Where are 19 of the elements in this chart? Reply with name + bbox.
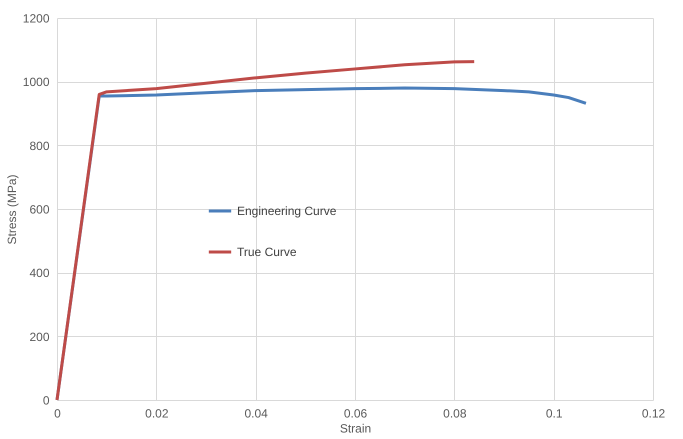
y-tick-label: 800 <box>29 138 50 153</box>
y-tick-label: 1000 <box>22 75 50 90</box>
y-tick-label: 0 <box>42 394 50 408</box>
x-tick-label: 0.1 <box>546 406 563 420</box>
x-tick-label: 0.06 <box>344 406 368 420</box>
y-tick-label: 400 <box>29 266 50 280</box>
x-axis-title: Strain <box>340 422 372 436</box>
line-series <box>56 60 476 402</box>
y-tick-label: 200 <box>29 330 50 344</box>
x-tick-label: 0.12 <box>642 406 666 420</box>
y-tick-label: 600 <box>29 202 50 216</box>
x-tick-label: 0.08 <box>443 406 467 420</box>
y-axis-title: Stress (MPa) <box>4 174 19 245</box>
x-tick-label: 0 <box>54 406 62 420</box>
x-tick-label: 0.02 <box>145 406 169 420</box>
legend-label: True Curve <box>237 245 297 259</box>
y-tick-label: 1200 <box>22 12 50 26</box>
x-tick-label: 0.04 <box>244 406 268 420</box>
legend-label: Engineering Curve <box>237 204 337 218</box>
